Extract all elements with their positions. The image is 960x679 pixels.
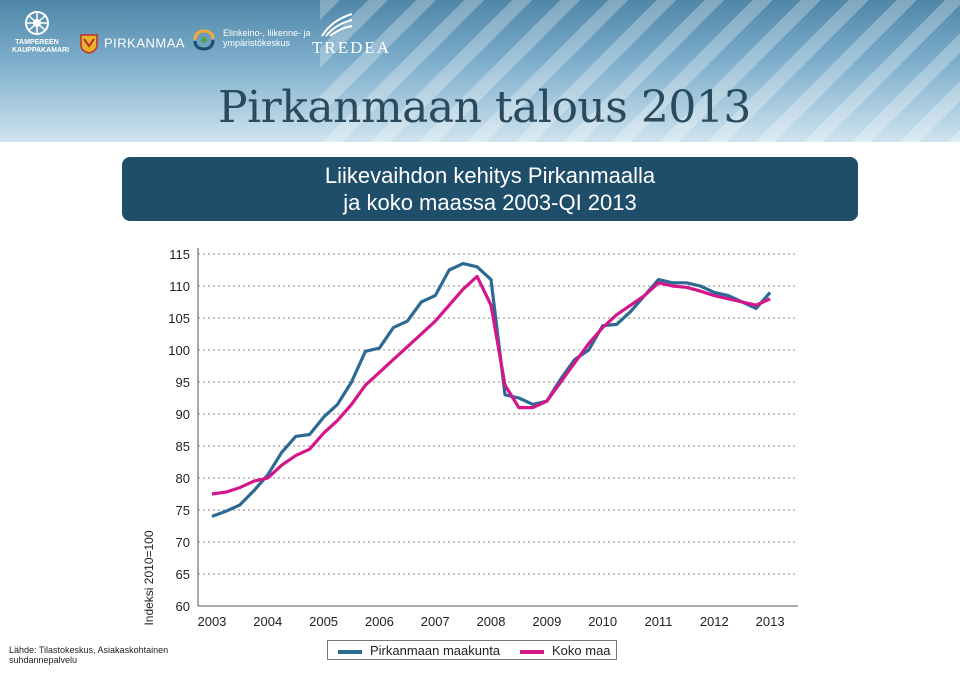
tampere-logo-line2: KAUPPAKAMARI (12, 47, 70, 54)
series-line-pirkanmaa (211, 262, 772, 518)
tredea-logo: TREDEA (312, 10, 391, 58)
x-tick-label: 2012 (700, 614, 729, 629)
source-line-2: suhdannepalvelu (9, 655, 78, 665)
subtitle-line-1: Liikevaihdon kehitys Pirkanmaalla (324, 163, 656, 188)
y-tick-label: 110 (169, 279, 190, 294)
pirkanmaa-crest-icon (80, 34, 98, 54)
y-tick-label: 95 (176, 375, 190, 390)
page-title: Pirkanmaan talous 2013 (218, 82, 751, 133)
gridlines (198, 253, 798, 575)
series-line-koko-maa (211, 274, 771, 496)
header-decoration (320, 0, 960, 142)
legend-swatch-koko-maa (520, 649, 544, 654)
ely-logo-line2: ympäristökeskus (223, 38, 291, 48)
y-tick-label: 80 (176, 471, 190, 486)
y-tick-label: 70 (176, 535, 190, 550)
x-tick-label: 2003 (197, 614, 226, 629)
chart-subtitle-box: Liikevaihdon kehitys Pirkanmaalla ja kok… (122, 157, 858, 221)
x-tick-label: 2013 (756, 614, 785, 629)
x-tick-label: 2006 (365, 614, 394, 629)
tampere-chamber-logo: TAMPEREEN KAUPPAKAMARI (12, 10, 69, 55)
y-tick-label: 115 (169, 247, 190, 262)
series-group (211, 262, 772, 518)
y-tick-label: 100 (168, 343, 190, 358)
x-tick-label: 2008 (477, 614, 506, 629)
legend-label-pirkanmaa: Pirkanmaan maakunta (370, 643, 501, 658)
source-line-1: Lähde: Tilastokeskus, Asiakaskohtainen (9, 645, 169, 655)
ely-logo: Elinkeino-, liikenne- ja ympäristökeskus (193, 28, 311, 51)
x-tick-label: 2005 (309, 614, 338, 629)
x-axis-ticks: 2003 2004 2005 2006 2007 2008 2009 2010 2011 2012… (197, 614, 784, 629)
y-axis-label: Indeksi 2010=100 (142, 530, 156, 625)
legend-item-pirkanmaa: Pirkanmaan maakunta (338, 643, 500, 658)
header-banner: TAMPEREEN KAUPPAKAMARI PIRKANMAA Elinkei… (0, 0, 960, 142)
source-note: Lähde: Tilastokeskus, Asiakaskohtainen s… (9, 645, 199, 665)
pirkanmaa-logo: PIRKANMAA (80, 34, 185, 54)
y-tick-label: 85 (176, 439, 190, 454)
subtitle-line-2: ja koko maassa 2003-QI 2013 (343, 190, 637, 215)
tredea-logo-text: TREDEA (312, 38, 392, 57)
chamber-emblem-icon (25, 11, 49, 35)
x-tick-label: 2010 (588, 614, 617, 629)
ely-swirl-icon (193, 29, 215, 51)
y-axis-ticks: 60 65 70 75 80 85 90 95 100 105 110 115 (168, 247, 190, 614)
logo-strip: TAMPEREEN KAUPPAKAMARI PIRKANMAA Elinkei… (0, 0, 420, 80)
tampere-logo-line1: TAMPEREEN (15, 39, 59, 46)
x-tick-label: 2011 (644, 614, 672, 629)
x-tick-label: 2007 (421, 614, 450, 629)
legend-item-koko-maa: Koko maa (520, 643, 611, 658)
x-tick-label: 2009 (532, 614, 561, 629)
legend-swatch-pirkanmaa (338, 649, 362, 654)
y-tick-label: 90 (176, 407, 190, 422)
legend-label-koko-maa: Koko maa (552, 643, 611, 658)
x-tick-label: 2004 (253, 614, 282, 629)
pirkanmaa-logo-text: PIRKANMAA (104, 35, 186, 51)
y-tick-label: 105 (168, 311, 190, 326)
y-tick-label: 60 (176, 599, 190, 614)
y-tick-label: 75 (176, 503, 190, 518)
chart-legend: Pirkanmaan maakunta Koko maa (327, 640, 617, 660)
tredea-wave-icon (321, 13, 353, 37)
ely-logo-line1: Elinkeino-, liikenne- ja (223, 28, 311, 38)
y-tick-label: 65 (176, 567, 190, 582)
